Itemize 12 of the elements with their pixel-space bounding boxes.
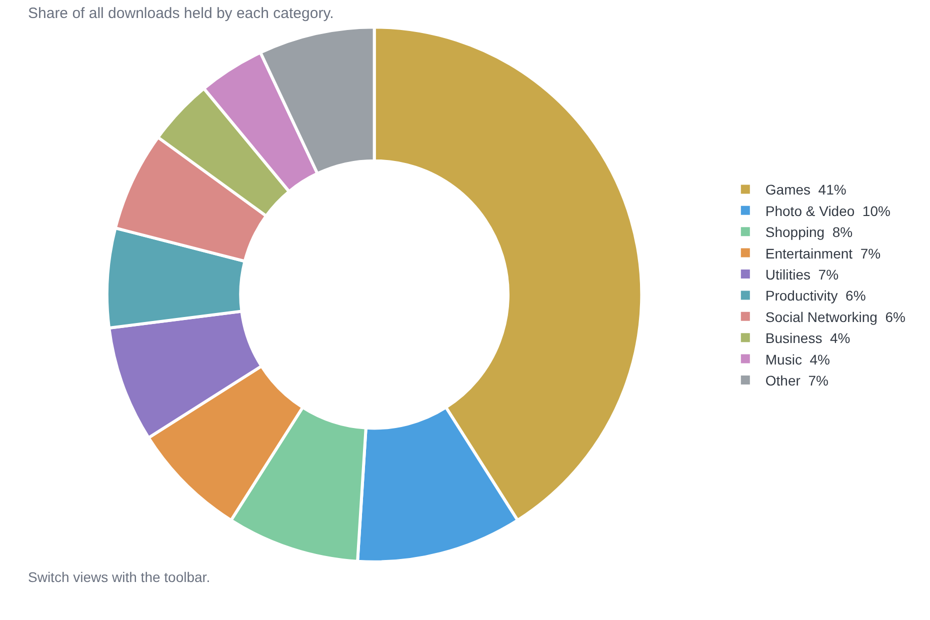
text: Switch views with the toolbar. (28, 569, 210, 585)
legend-label: Games 41% (765, 182, 846, 198)
legend-label: Productivity 6% (765, 288, 866, 304)
legend-label: Utilities 7% (765, 266, 839, 282)
legend-label: Social Networking 6% (765, 308, 906, 325)
legend-label: Shopping 8% (765, 224, 853, 240)
chart-subtitle: Share of all downloads held by each category. (28, 5, 334, 22)
legend-label: Music 4% (765, 351, 830, 368)
legend-label: Photo & Video 10% (765, 202, 890, 219)
legend-label: Business 4% (765, 330, 850, 346)
legend-label: Entertainment 7% (765, 245, 881, 262)
legend-label: Other 7% (765, 372, 828, 388)
